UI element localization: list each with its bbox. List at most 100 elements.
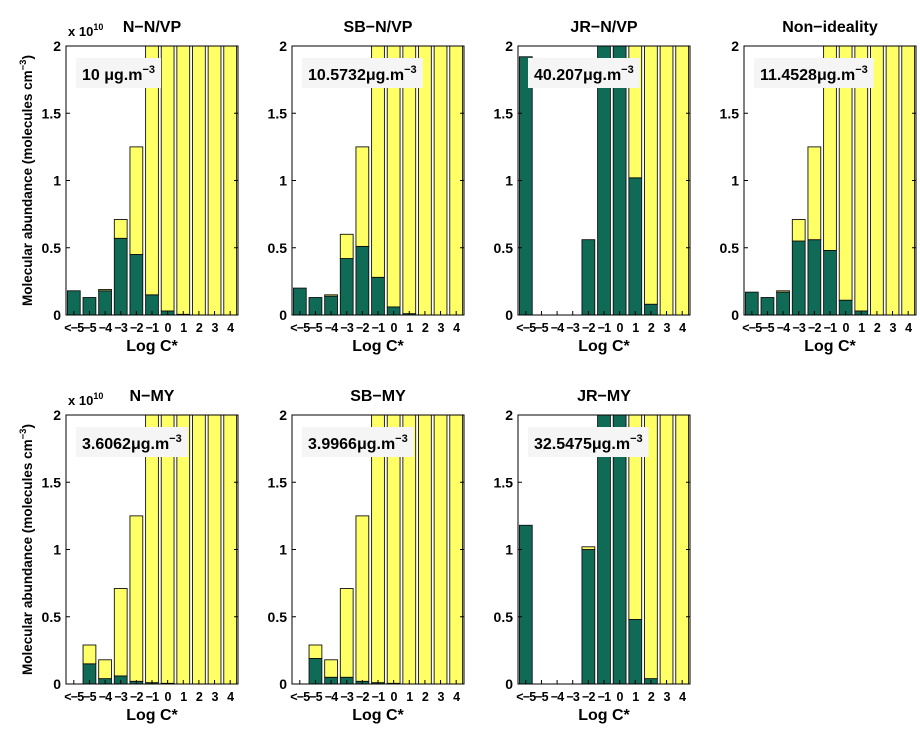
y-tick-label: 1.5 [42, 474, 62, 490]
bar-condensed [292, 287, 307, 316]
y-tick-label: 2 [731, 38, 739, 54]
annotation-text: 10 μg.m−3 [82, 64, 155, 84]
x-tick-label: −4 [551, 321, 564, 335]
x-tick-label: −5 [535, 321, 548, 335]
bar-gas [433, 414, 448, 685]
bar-condensed [518, 56, 533, 316]
bar-condensed [628, 177, 643, 316]
annotation-exponent: −3 [142, 64, 155, 76]
x-tick-label: −5 [535, 690, 548, 704]
x-tick-label: 1 [632, 321, 639, 335]
x-tick-label: −5 [309, 690, 322, 704]
x-tick-label: <−5 [516, 690, 536, 704]
x-tick-label: <−5 [290, 690, 310, 704]
x-tick-label: 0 [617, 690, 624, 704]
axis-scale-factor: x 1010 [68, 22, 103, 39]
y-tick-label: 0.5 [494, 240, 514, 256]
bar-gas [885, 45, 900, 316]
x-tick-label: 2 [874, 321, 881, 335]
x-tick-label: 0 [843, 321, 850, 335]
x-tick-label: 4 [227, 321, 234, 335]
x-tick-label: −2 [808, 321, 821, 335]
annotation-text: 3.6062μg.m−3 [82, 433, 182, 453]
bar-gas [129, 515, 144, 682]
x-tick-label: −2 [356, 321, 369, 335]
x-tick-label: <−5 [742, 321, 762, 335]
x-axis-label: Log C* [352, 338, 404, 355]
axis-scale-exponent: 10 [93, 22, 103, 32]
x-tick-label: 1 [180, 321, 187, 335]
y-axis-label-exponent: −3 [18, 429, 29, 440]
x-tick-label: −3 [340, 321, 353, 335]
y-tick-label: 0.5 [42, 240, 62, 256]
y-tick-label: 2 [279, 407, 287, 423]
y-tick-label: 1.5 [494, 474, 514, 490]
y-tick-label: 0 [505, 676, 513, 692]
x-tick-label: −4 [551, 690, 564, 704]
x-tick-label: 4 [453, 690, 460, 704]
y-tick-label: 1 [505, 542, 513, 558]
x-tick-label: −5 [83, 690, 96, 704]
x-tick-label: −4 [325, 690, 338, 704]
x-tick-label: −1 [598, 690, 611, 704]
x-tick-label: 0 [617, 321, 624, 335]
y-tick-label: 0.5 [268, 609, 288, 625]
x-tick-label: −3 [566, 321, 579, 335]
chart-title: SB−MY [350, 388, 406, 405]
chart-title: JR−N/VP [570, 19, 637, 36]
x-tick-label: 4 [453, 321, 460, 335]
annotation-text: 3.9966μg.m−3 [308, 433, 408, 453]
x-tick-label: 3 [437, 321, 444, 335]
bar-condensed [129, 254, 144, 316]
x-tick-label: −3 [114, 690, 127, 704]
x-tick-label: −4 [99, 321, 112, 335]
y-tick-label: 1.5 [268, 105, 288, 121]
concentration-annotation: 3.9966μg.m−3 [302, 427, 414, 457]
x-tick-label: 1 [406, 321, 413, 335]
x-tick-label: 1 [180, 690, 187, 704]
x-tick-label: −2 [582, 321, 595, 335]
annotation-exponent: −3 [855, 64, 868, 76]
y-tick-label: 0.5 [494, 609, 514, 625]
x-tick-label: 3 [211, 690, 218, 704]
bar-gas [644, 45, 658, 305]
x-tick-label: 2 [422, 321, 429, 335]
concentration-annotation: 32.5475μg.m−3 [528, 427, 649, 457]
annotation-text: 10.5732μg.m−3 [308, 64, 417, 84]
x-tick-label: −1 [372, 690, 385, 704]
bar-gas [98, 659, 112, 680]
chart-title: SB−N/VP [344, 19, 413, 36]
chart-title: N−MY [130, 388, 175, 405]
bar-gas [776, 290, 790, 293]
bar-gas [113, 219, 128, 239]
bar-gas [355, 515, 370, 682]
x-tick-label: 0 [391, 690, 398, 704]
annotation-exponent: −3 [395, 433, 408, 445]
y-tick-label: 1 [279, 173, 287, 189]
bar-condensed [581, 549, 596, 685]
bar-condensed [355, 245, 370, 316]
x-tick-label: 3 [663, 321, 670, 335]
x-tick-label: 3 [211, 321, 218, 335]
bar-gas [207, 45, 222, 316]
y-tick-label: 0 [53, 307, 61, 323]
x-tick-label: 4 [227, 690, 234, 704]
y-tick-label: 0 [279, 676, 287, 692]
x-tick-label: −1 [146, 690, 159, 704]
x-tick-label: 2 [648, 690, 655, 704]
chart-title: N−N/VP [123, 19, 182, 36]
annotation-box [528, 427, 649, 457]
x-tick-label: −1 [598, 321, 611, 335]
annotation-text: 40.207μg.m−3 [534, 64, 634, 84]
x-tick-label: <−5 [64, 690, 84, 704]
bar-condensed [807, 239, 822, 316]
annotation-box [302, 58, 423, 88]
bar-gas [355, 146, 370, 247]
